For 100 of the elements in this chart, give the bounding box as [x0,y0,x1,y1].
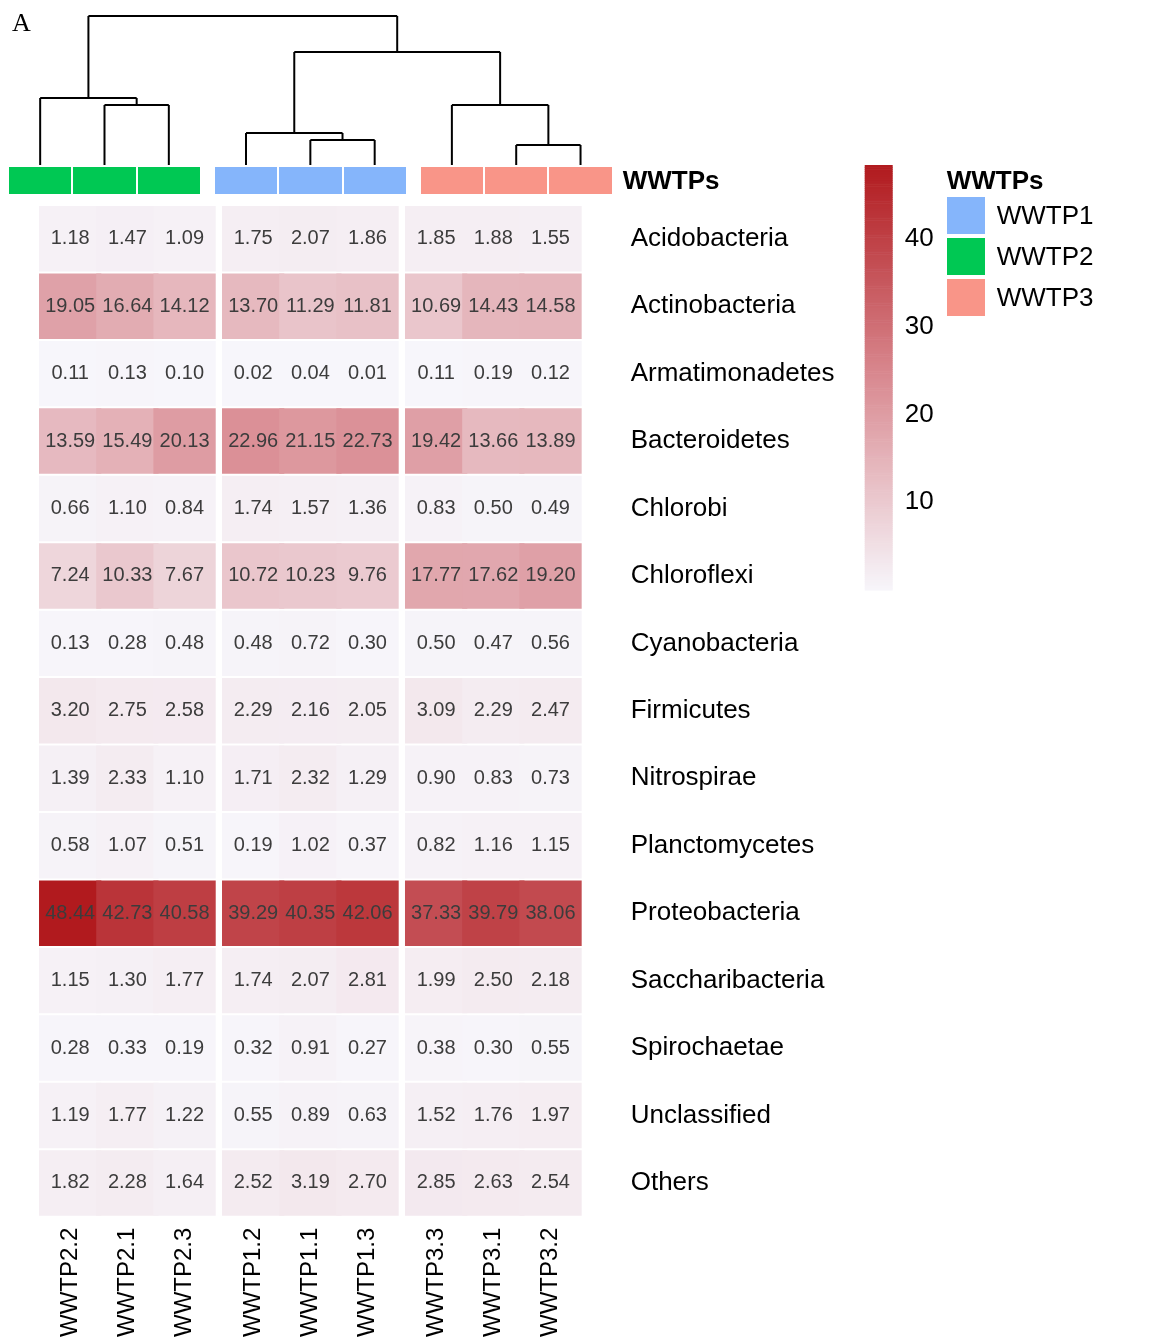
data-label: 1.82 [50,1170,90,1193]
data-label: 14.58 [525,293,576,316]
data-label: 1.77 [107,1103,147,1126]
data-label: 11.81 [343,293,392,316]
data-label: 17.77 [411,563,462,586]
data-label: 48.44 [45,900,96,923]
data-label: 0.48 [165,630,205,653]
y-tick-label: Chlorobi [630,491,728,522]
data-label: 1.29 [348,765,387,788]
data-label: 2.85 [416,1170,456,1193]
data-label: 0.02 [233,361,273,384]
data-label: 0.50 [473,496,513,519]
data-label: 19.42 [411,428,462,451]
data-label: 0.01 [348,361,387,384]
x-tick-label: WWTP2.1 [111,1227,139,1338]
data-label: 0.38 [416,1035,456,1058]
color-bar-label: 30 [904,309,934,340]
data-label: 1.64 [165,1170,205,1193]
text: A [12,8,31,38]
data-label: 0.12 [531,361,570,384]
x-tick-label: WWTP1.1 [294,1227,322,1338]
y-tick-label: Proteobacteria [630,896,801,927]
data-label: 2.32 [290,765,330,788]
data-label: 1.74 [233,968,273,991]
data-label: 1.18 [50,226,90,249]
data-label: 42.06 [342,900,393,923]
data-label: 0.13 [107,361,147,384]
data-label: 0.73 [531,765,570,788]
data-label: 2.29 [233,698,273,721]
data-label: 14.43 [468,293,519,316]
data-label: 17.62 [468,563,519,586]
data-label: 0.13 [50,630,90,653]
data-label: 2.58 [165,698,205,721]
data-label: 0.83 [416,496,456,519]
data-label: 1.57 [290,496,330,519]
data-label: 9.76 [348,563,387,586]
data-label: 21.15 [285,428,336,451]
data-label: 0.47 [473,630,513,653]
data-label: 7.67 [165,563,205,586]
y-tick-label: Nitrospirae [630,761,757,792]
data-label: 0.19 [233,833,273,856]
data-label: 0.10 [165,361,205,384]
data-label: 0.63 [348,1103,387,1126]
text: WWTP1 [996,200,1094,231]
data-label: 0.58 [50,833,90,856]
data-label: 2.47 [531,698,570,721]
x-tick-label: WWTP2.2 [54,1227,82,1338]
data-label: 13.70 [228,293,279,316]
data-label: 0.33 [107,1035,147,1058]
data-label: 7.24 [50,563,90,586]
data-label: 0.27 [348,1035,387,1058]
x-tick-label: WWTP3.1 [477,1227,505,1338]
y-tick-label: Spirochaetae [630,1031,784,1062]
data-label: 0.30 [473,1035,513,1058]
data-label: 0.55 [233,1103,273,1126]
y-tick-label: Cyanobacteria [630,626,799,657]
data-label: 2.81 [348,968,387,991]
y-tick-label: Unclassified [630,1098,771,1129]
data-label: 13.66 [468,428,519,451]
data-label: 2.50 [473,968,513,991]
data-label: 0.19 [165,1035,205,1058]
data-label: 1.88 [473,226,513,249]
data-label: 0.90 [416,765,456,788]
data-label: 0.56 [531,630,570,653]
data-label: 1.47 [107,226,147,249]
data-label: 0.55 [531,1035,570,1058]
data-label: 0.51 [165,833,205,856]
y-tick-label: Firmicutes [630,694,751,724]
data-label: 2.16 [290,698,330,721]
data-label: 22.96 [228,428,279,451]
data-label: 0.50 [416,630,456,653]
data-label: 1.22 [165,1103,205,1126]
data-label: 22.73 [342,428,393,451]
legend-title: WWTPs [946,165,1045,195]
data-label: 0.11 [417,361,455,384]
x-tick-label: WWTP3.2 [535,1227,563,1338]
data-label: 1.15 [531,833,570,856]
data-label: 2.07 [290,968,330,991]
data-label: 40.35 [285,900,336,923]
data-label: 19.20 [525,563,576,586]
x-tick-label: WWTP1.2 [237,1227,265,1338]
data-label: 0.37 [348,833,387,856]
data-label: 1.39 [50,765,90,788]
y-tick-label: Saccharibacteria [630,963,825,994]
y-tick-label: Chloroflexi [630,559,754,590]
data-label: 1.10 [107,496,147,519]
y-tick-label: Planctomycetes [630,828,815,859]
data-label: 2.33 [107,765,147,788]
data-label: 1.55 [531,226,570,249]
data-label: 37.33 [411,900,462,923]
x-tick-label: WWTP1.3 [352,1227,380,1338]
data-label: 1.85 [416,226,456,249]
data-label: 19.05 [45,293,96,316]
data-label: 13.59 [45,428,96,451]
data-label: 2.75 [107,698,147,721]
data-label: 15.49 [102,428,153,451]
data-label: 0.32 [233,1035,273,1058]
color-bar-label: 20 [904,397,934,428]
data-label: 1.71 [233,765,273,788]
data-label: 3.20 [50,698,90,721]
